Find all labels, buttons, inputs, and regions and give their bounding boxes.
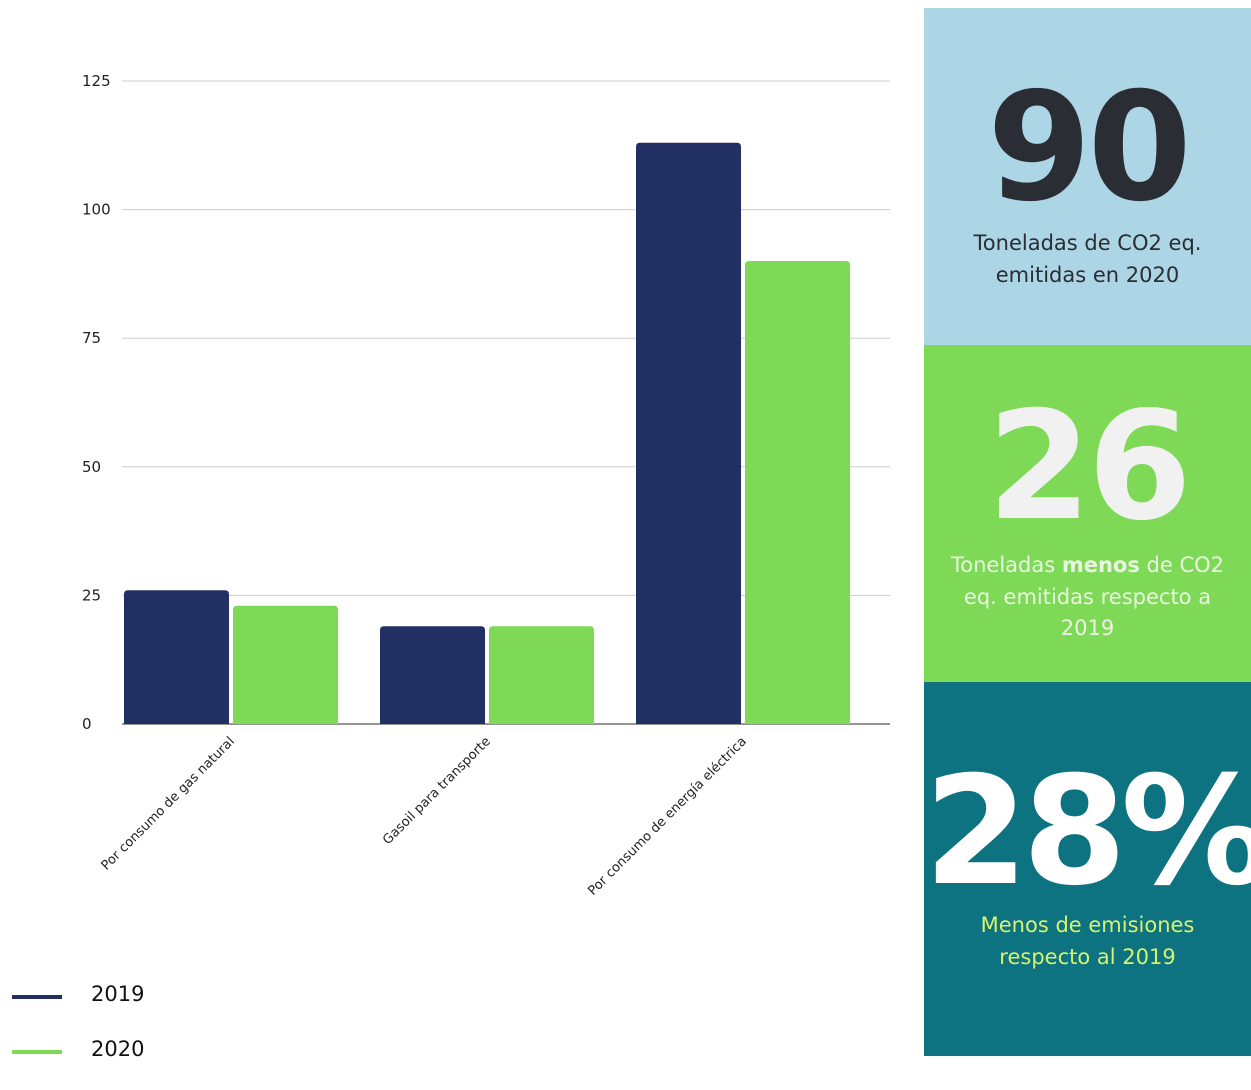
- stat-value: 26: [987, 380, 1192, 554]
- stat-description: Toneladas de CO2 eq. emitidas en 2020: [973, 231, 1202, 287]
- stat-description: Toneladas menos de CO2 eq. emitidas resp…: [944, 550, 1231, 645]
- stat-desc-bold: menos: [1061, 553, 1140, 577]
- x-tick-label: Gasoil para transporte: [380, 734, 494, 848]
- stat-panel-reduction-tonnes: 26 Toneladas menos de CO2 eq. emitidas r…: [924, 345, 1251, 682]
- legend-swatch-2020: [12, 1050, 62, 1054]
- bars: [124, 142, 850, 724]
- stat-value: 28%: [924, 745, 1251, 919]
- legend-label-2019: 2019: [91, 982, 145, 1006]
- bar-2020: [233, 605, 338, 724]
- bar-2019: [124, 590, 229, 724]
- stat-description: Menos de emisiones respecto al 2019: [980, 913, 1195, 969]
- stat-panel-emissions-2020: 90 Toneladas de CO2 eq. emitidas en 2020: [924, 8, 1251, 345]
- stat-value: 90: [987, 61, 1192, 235]
- legend-label-2020: 2020: [91, 1037, 145, 1061]
- x-axis-labels: Por consumo de gas natural Gasoil para tr…: [99, 734, 750, 898]
- y-tick-label: 0: [82, 715, 92, 733]
- stat-desc-end: de CO2 eq. emitidas respecto a 2019: [963, 553, 1225, 640]
- stat-panel-reduction-percent: 28% Menos de emisiones respecto al 2019: [924, 682, 1251, 1056]
- bar-2019: [636, 142, 741, 724]
- stat-desc-start: Toneladas: [950, 553, 1062, 577]
- y-axis-ticks: 0 25 50 75 100 125: [82, 72, 111, 733]
- y-tick-label: 25: [82, 586, 101, 604]
- bar-2020: [745, 261, 850, 724]
- y-tick-label: 75: [82, 329, 101, 347]
- y-tick-label: 100: [82, 201, 111, 219]
- legend-swatch-2019: [12, 995, 62, 999]
- y-tick-label: 125: [82, 72, 111, 90]
- bar-2020: [489, 626, 594, 724]
- bar-chart: 0 25 50 75 100 125 Por consumo de gas natural…: [82, 72, 890, 899]
- y-tick-label: 50: [82, 458, 101, 476]
- x-tick-label: Por consumo de energía eléctrica: [585, 734, 749, 898]
- bar-2019: [380, 626, 485, 724]
- x-tick-label: Por consumo de gas natural: [99, 734, 238, 873]
